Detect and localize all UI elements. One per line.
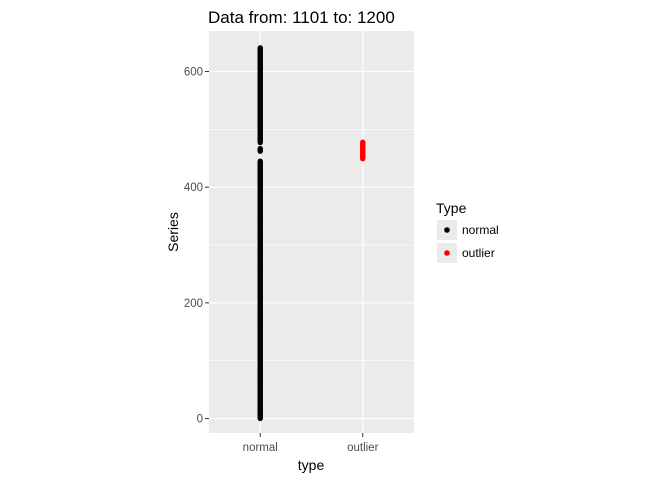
outlier-points — [360, 139, 366, 162]
y-axis-ticks: 0 200 400 600 — [184, 66, 209, 426]
normal-point — [257, 145, 263, 152]
normal-point — [257, 158, 263, 164]
chart-title: Data from: 1101 to: 1200 — [208, 8, 395, 27]
x-tick-label: outlier — [347, 442, 378, 454]
plot-panel — [209, 31, 414, 433]
gridlines — [209, 31, 414, 433]
x-tick-label: normal — [243, 442, 278, 454]
legend: Type normal outlier — [436, 200, 499, 263]
legend-key-normal — [444, 227, 450, 233]
legend-title: Type — [436, 200, 467, 216]
legend-key-outlier — [444, 250, 450, 256]
y-axis-title: Series — [165, 212, 181, 252]
data-points — [257, 45, 366, 422]
y-tick-label: 200 — [184, 298, 203, 310]
outlier-point — [360, 139, 366, 145]
y-tick-label: 0 — [197, 414, 203, 426]
y-tick-label: 600 — [184, 66, 203, 78]
normal-points — [257, 158, 263, 422]
y-tick-label: 400 — [184, 182, 203, 194]
normal-points — [257, 45, 263, 146]
normal-points — [257, 145, 263, 154]
legend-label-outlier: outlier — [462, 246, 495, 260]
legend-label-normal: normal — [462, 223, 499, 237]
normal-point — [257, 45, 263, 51]
x-axis-title: type — [298, 457, 325, 473]
x-axis-ticks: normal outlier — [243, 433, 379, 454]
